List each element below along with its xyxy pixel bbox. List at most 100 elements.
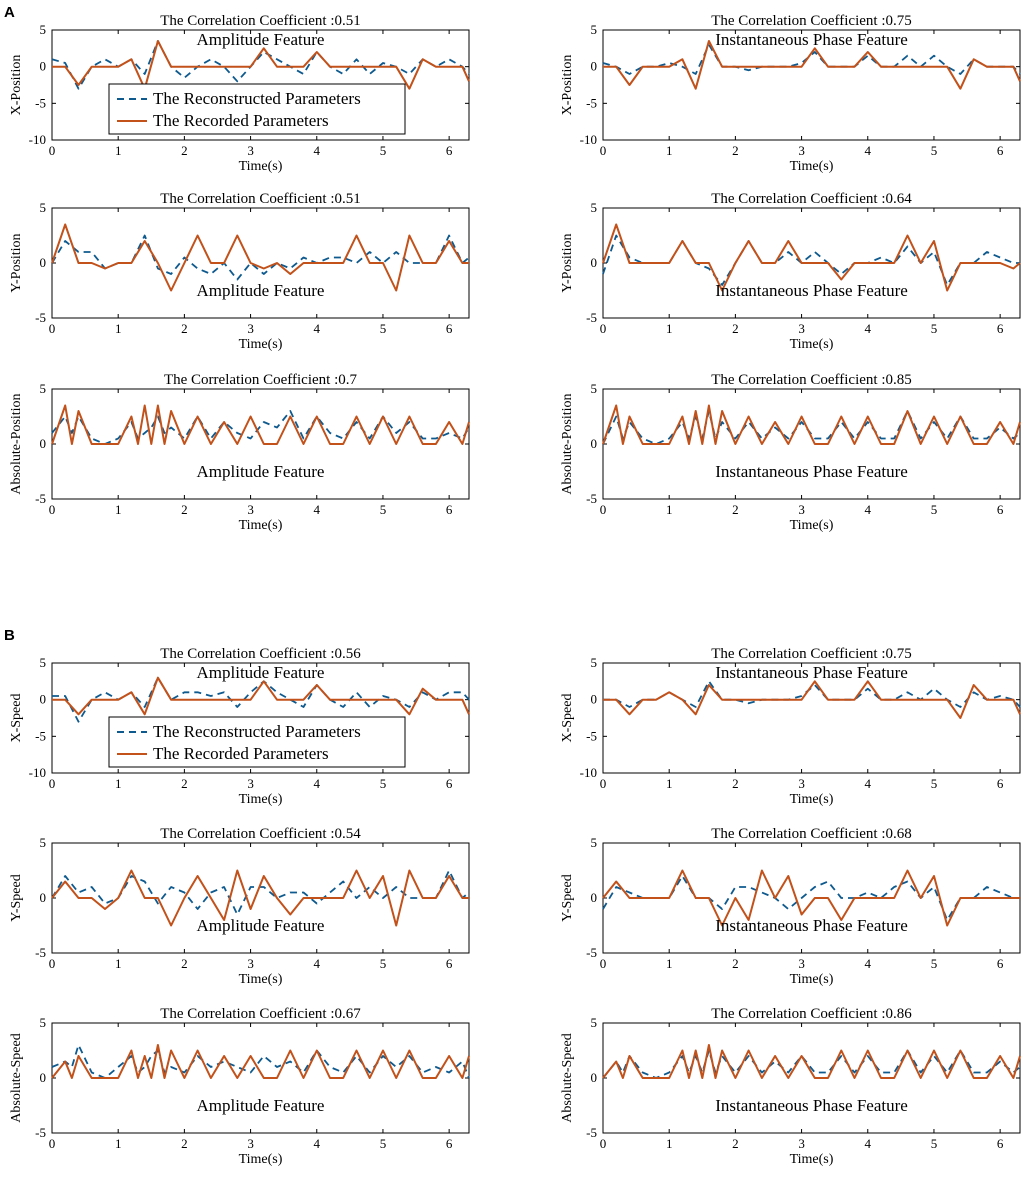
- legend-recorded-label: The Recorded Parameters: [153, 744, 329, 763]
- x-tick-label: 5: [931, 776, 938, 791]
- x-tick-label: 4: [314, 143, 321, 158]
- chart-title: The Correlation Coefficient :0.85: [711, 372, 912, 388]
- x-tick-label: 5: [931, 502, 938, 517]
- x-tick-label: 1: [115, 776, 122, 791]
- y-axis-label: Y-Speed: [9, 874, 24, 921]
- x-tick-label: 4: [865, 956, 872, 971]
- x-tick-label: 2: [732, 1136, 739, 1151]
- y-tick-label: 0: [40, 59, 47, 74]
- y-axis-label: X-Speed: [9, 694, 24, 743]
- y-tick-label: -5: [35, 491, 46, 506]
- legend-reconstructed-label: The Reconstructed Parameters: [153, 722, 361, 741]
- feature-annotation: Instantaneous Phase Feature: [715, 916, 908, 935]
- x-tick-label: 4: [314, 776, 321, 791]
- legend-recorded-label: The Recorded Parameters: [153, 111, 329, 130]
- recorded-series-line: [602, 1044, 1021, 1079]
- reconstructed-series-line: [602, 410, 1021, 445]
- chart-8: 0 1 2 3 4 5 6 -10 -5 0 5 The Correlation Coefficien…: [560, 646, 1021, 807]
- y-tick-label: -5: [586, 491, 597, 506]
- recorded-series-line: [51, 1044, 470, 1079]
- x-axis-label: Time(s): [239, 337, 283, 352]
- y-tick-label: -5: [35, 728, 46, 743]
- x-tick-label: 5: [931, 143, 938, 158]
- y-tick-label: 0: [591, 255, 598, 270]
- y-tick-label: 5: [40, 835, 47, 850]
- x-tick-label: 3: [247, 1136, 254, 1151]
- x-tick-label: 3: [247, 776, 254, 791]
- x-tick-label: 0: [600, 776, 607, 791]
- x-tick-label: 6: [997, 502, 1004, 517]
- x-axis-label: Time(s): [790, 337, 834, 352]
- legend-box: [108, 83, 406, 135]
- axes-box: [602, 29, 1021, 141]
- feature-annotation: Amplitude Feature: [197, 462, 325, 481]
- chart-1: 0 1 2 3 4 5 6 -10 -5 0 5 The Correlation Coefficien…: [9, 13, 470, 174]
- chart-title: The Correlation Coefficient :0.7: [164, 372, 358, 388]
- y-axis-label: Absolute-Speed: [560, 1033, 575, 1122]
- x-tick-label: 1: [666, 776, 673, 791]
- x-tick-label: 3: [798, 956, 805, 971]
- y-tick-label: 5: [591, 1015, 598, 1030]
- chart-title: The Correlation Coefficient :0.67: [160, 1006, 361, 1022]
- y-axis-label: Absolute-Position: [9, 393, 24, 494]
- x-tick-label: 2: [181, 321, 188, 336]
- x-tick-label: 4: [865, 502, 872, 517]
- y-tick-label: 0: [40, 255, 47, 270]
- y-tick-label: -10: [29, 132, 46, 147]
- x-tick-label: 4: [314, 321, 321, 336]
- x-tick-label: 5: [931, 321, 938, 336]
- x-tick-label: 0: [49, 321, 56, 336]
- y-tick-label: -5: [586, 945, 597, 960]
- x-tick-label: 6: [446, 321, 453, 336]
- y-tick-label: -5: [35, 95, 46, 110]
- x-axis-label: Time(s): [239, 1152, 283, 1167]
- chart-title: The Correlation Coefficient :0.75: [711, 646, 912, 662]
- y-tick-label: 0: [40, 436, 47, 451]
- feature-annotation: Amplitude Feature: [197, 30, 325, 49]
- x-tick-label: 5: [931, 1136, 938, 1151]
- x-axis-label: Time(s): [790, 1152, 834, 1167]
- feature-annotation: Instantaneous Phase Feature: [715, 30, 908, 49]
- x-axis-label: Time(s): [790, 972, 834, 987]
- panel-label-b: B: [4, 627, 15, 644]
- x-tick-label: 6: [446, 502, 453, 517]
- panel-label-a: A: [4, 4, 15, 21]
- x-tick-label: 5: [931, 956, 938, 971]
- x-axis-label: Time(s): [239, 518, 283, 533]
- chart-title: The Correlation Coefficient :0.54: [160, 826, 361, 842]
- x-tick-label: 5: [380, 321, 387, 336]
- recorded-series-line: [52, 676, 470, 716]
- y-tick-label: -5: [35, 1125, 46, 1140]
- x-tick-label: 2: [732, 502, 739, 517]
- y-tick-label: -5: [586, 728, 597, 743]
- x-tick-label: 6: [997, 776, 1004, 791]
- x-tick-label: 6: [997, 1136, 1004, 1151]
- y-tick-label: 5: [40, 1015, 47, 1030]
- x-tick-label: 2: [732, 143, 739, 158]
- x-axis-label: Time(s): [239, 972, 283, 987]
- y-tick-label: -5: [586, 95, 597, 110]
- y-tick-label: 0: [40, 1070, 47, 1085]
- y-axis-label: Y-Position: [9, 233, 24, 292]
- chart-title: The Correlation Coefficient :0.51: [160, 13, 361, 29]
- reconstructed-series-line: [51, 410, 470, 445]
- reconstructed-series-line: [51, 40, 470, 90]
- x-tick-label: 2: [181, 956, 188, 971]
- y-tick-label: -10: [29, 765, 46, 780]
- y-tick-label: 0: [591, 890, 598, 905]
- y-tick-label: 0: [591, 436, 598, 451]
- reconstructed-series-line: [51, 1044, 470, 1079]
- x-tick-label: 2: [732, 321, 739, 336]
- reconstructed-series-line: [602, 1049, 1021, 1079]
- feature-annotation: Amplitude Feature: [197, 663, 325, 682]
- x-tick-label: 6: [997, 956, 1004, 971]
- y-axis-label: X-Speed: [560, 694, 575, 743]
- x-tick-label: 0: [600, 143, 607, 158]
- x-tick-label: 4: [314, 956, 321, 971]
- x-tick-label: 1: [666, 502, 673, 517]
- legend-reconstructed-label: The Reconstructed Parameters: [153, 89, 361, 108]
